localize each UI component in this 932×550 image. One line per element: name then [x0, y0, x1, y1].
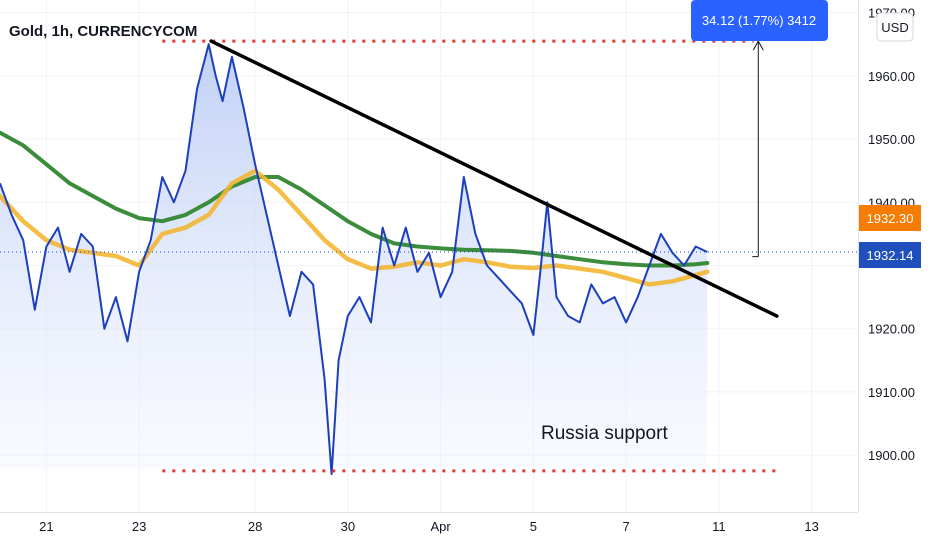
- currency-button-label: USD: [881, 20, 908, 35]
- chart-title: Gold, 1h, CURRENCYCOM: [9, 23, 197, 40]
- moving-average-slow-line: [0, 130, 710, 268]
- x-tick-label: 21: [39, 519, 53, 534]
- trendline[interactable]: [209, 39, 779, 318]
- y-tick-label: 1920.00: [868, 322, 915, 337]
- y-tick-label: 1950.00: [868, 132, 915, 147]
- measure-arrow-head: [752, 40, 764, 51]
- price-badge-blue-bg: [859, 242, 921, 268]
- measure-badge-text: 34.12 (1.77%) 3412: [702, 13, 816, 28]
- currency-button[interactable]: USD: [876, 12, 914, 42]
- price-badge-orange-bg: [859, 205, 921, 231]
- moving-average-fast-line: [0, 168, 710, 287]
- y-tick-label: 1910.00: [868, 385, 915, 400]
- price-area: [0, 44, 708, 475]
- russia-support-label: Russia support: [541, 423, 668, 444]
- price-badge-orange: 1932.30: [859, 205, 921, 231]
- price-line: [0, 43, 708, 476]
- x-tick-label: 11: [712, 519, 726, 534]
- x-tick-label: 5: [530, 519, 537, 534]
- y-tick-label: 1900.00: [868, 448, 915, 463]
- currency-button-bg: [876, 12, 914, 42]
- x-tick-label: 23: [132, 519, 146, 534]
- price-area-fill: [0, 44, 708, 475]
- y-tick-label: 1960.00: [868, 69, 915, 84]
- drawings-layer: [0, 39, 858, 473]
- axes: 1900.001910.001920.001940.001950.001960.…: [0, 0, 915, 534]
- x-tick-label: 30: [341, 519, 355, 534]
- price-badge-orange-text: 1932.30: [867, 211, 914, 226]
- x-tick-label: 13: [804, 519, 818, 534]
- price-badge-blue: 1932.14: [859, 242, 921, 268]
- measure-badge[interactable]: 34.12 (1.77%) 3412: [691, 0, 828, 41]
- price-badge-blue-text: 1932.14: [867, 248, 914, 263]
- measure-badge-bg: [691, 0, 828, 41]
- series-lines: [0, 43, 710, 476]
- x-tick-label: Apr: [430, 519, 451, 534]
- x-tick-label: 28: [248, 519, 262, 534]
- x-tick-label: 7: [622, 519, 629, 534]
